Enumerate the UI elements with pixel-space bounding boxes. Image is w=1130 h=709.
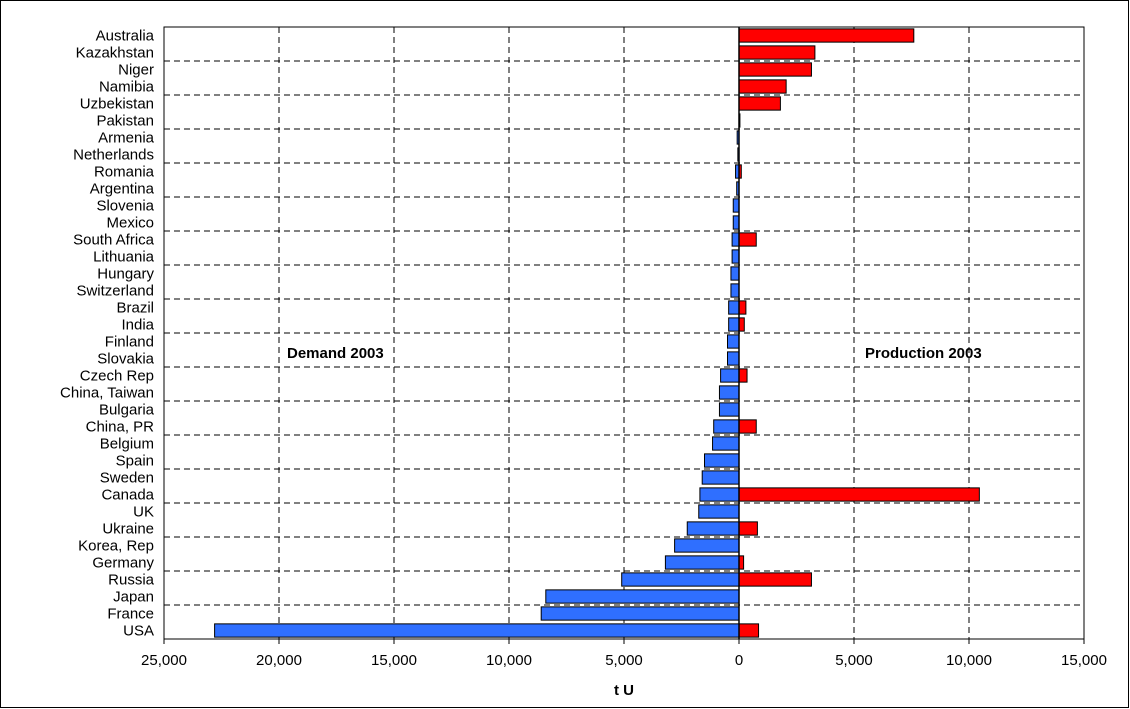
production-bar-australia [738, 28, 915, 43]
category-label: India [121, 317, 154, 334]
production-bar-namibia [738, 79, 787, 94]
category-label: Mexico [106, 215, 154, 232]
category-label: Russia [108, 572, 155, 589]
category-label: Argentina [90, 181, 155, 198]
category-label: Lithuania [93, 249, 155, 266]
demand-bar-slovenia [732, 198, 740, 213]
demand-bar-finland [727, 334, 740, 349]
demand-bar-russia [621, 572, 740, 587]
grid [163, 26, 1085, 644]
annotation-production: Production 2003 [865, 345, 982, 362]
category-label: Kazakhstan [76, 45, 154, 62]
production-bar-brazil [738, 300, 747, 315]
demand-bar-canada [699, 487, 740, 502]
annotation-demand: Demand 2003 [287, 345, 384, 362]
category-label: Australia [96, 28, 155, 45]
category-label: Germany [92, 555, 154, 572]
demand-bar-china-pr [713, 419, 740, 434]
category-label: China, Taiwan [60, 385, 154, 402]
production-bar-india [738, 317, 745, 332]
demand-bar-mexico [732, 215, 740, 230]
production-bar-usa [738, 623, 760, 638]
production-bar-niger [738, 62, 812, 77]
demand-bar-ukraine [686, 521, 740, 536]
x-axis-title: t U [614, 682, 634, 699]
category-label: Brazil [116, 300, 154, 317]
production-bar-china-pr [738, 419, 757, 434]
demand-bar-belgium [712, 436, 740, 451]
x-tick-label: 10,000 [946, 652, 992, 669]
x-tick-label: 20,000 [256, 652, 302, 669]
x-tick-label: 15,000 [1061, 652, 1107, 669]
demand-bar-germany [664, 555, 740, 570]
x-tick-label: 10,000 [486, 652, 532, 669]
demand-bar-china-taiwan [718, 385, 740, 400]
category-label: UK [133, 504, 154, 521]
category-label: China, PR [86, 419, 155, 436]
demand-bar-japan [545, 589, 740, 604]
production-bar-uzbekistan [738, 96, 781, 111]
category-label: Slovenia [96, 198, 154, 215]
demand-bar-brazil [728, 300, 740, 315]
category-label: Belgium [100, 436, 154, 453]
demand-bar-bulgaria [718, 402, 740, 417]
x-tick-label: 15,000 [371, 652, 417, 669]
production-bar-kazakhstan [738, 45, 816, 60]
category-label: Japan [113, 589, 154, 606]
category-label: Canada [101, 487, 154, 504]
production-bar-south-africa [738, 232, 757, 247]
category-label: Hungary [97, 266, 154, 283]
production-bar-russia [738, 572, 812, 587]
demand-bar-france [540, 606, 740, 621]
tick-labels: 25,000 20,000 15,000 10,000 5,000 0 5,000 10,00… [141, 652, 1107, 669]
x-tick-label: 5,000 [835, 652, 873, 669]
category-label: Ukraine [102, 521, 154, 538]
demand-bar-slovakia [727, 351, 740, 366]
category-label: USA [123, 623, 154, 640]
production-bar-ukraine [738, 521, 758, 536]
demand-bar-sweden [701, 470, 740, 485]
x-tick-label: 0 [735, 652, 743, 669]
category-label: Sweden [100, 470, 154, 487]
demand-bar-south-africa [731, 232, 740, 247]
demand-bar-korea-rep [674, 538, 740, 553]
category-label: South Africa [73, 232, 155, 249]
category-label: Spain [116, 453, 154, 470]
category-label: Korea, Rep [78, 538, 154, 555]
production-bar-czech-rep [738, 368, 748, 383]
demand-bar-lithuania [731, 249, 740, 264]
x-tick-label: 25,000 [141, 652, 187, 669]
category-label: Czech Rep [80, 368, 154, 385]
demand-bar-switzerland [730, 283, 740, 298]
category-label: Niger [118, 62, 154, 79]
category-label: Armenia [98, 130, 155, 147]
production-bar-canada [738, 487, 980, 502]
demand-bar-india [728, 317, 740, 332]
demand-bar-usa [214, 623, 740, 638]
category-label: Romania [94, 164, 155, 181]
category-labels: AustraliaKazakhstanNigerNamibiaUzbekista… [60, 28, 155, 640]
category-label: Pakistan [96, 113, 154, 130]
category-label: Namibia [99, 79, 155, 96]
demand-bar-spain [704, 453, 740, 468]
category-label: Netherlands [73, 147, 154, 164]
demand-bar-hungary [730, 266, 740, 281]
category-label: Finland [105, 334, 154, 351]
demand-bar-czech-rep [720, 368, 740, 383]
demand-bar-uk [698, 504, 740, 519]
category-label: France [107, 606, 154, 623]
category-label: Switzerland [76, 283, 154, 300]
category-label: Bulgaria [99, 402, 155, 419]
category-label: Slovakia [97, 351, 154, 368]
x-tick-label: 5,000 [605, 652, 643, 669]
category-label: Uzbekistan [80, 96, 154, 113]
